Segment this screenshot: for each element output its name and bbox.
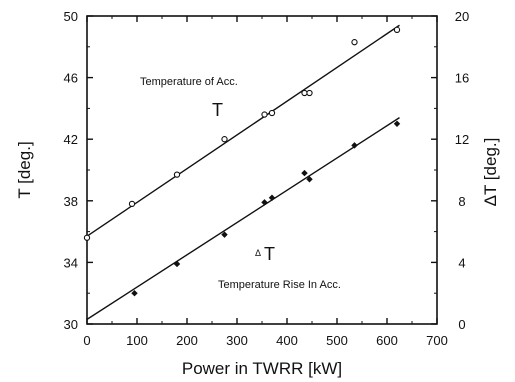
data-point-diamond [306, 176, 313, 183]
data-point-diamond [131, 289, 138, 297]
axis-ticks: 0 100 200 300 400 500 600 700303438424650048121… [64, 9, 470, 348]
annotation-temperature-title: Temperature of Acc. [140, 76, 238, 88]
y2-tick-label: 12 [455, 132, 469, 147]
y2-tick-label: 16 [455, 71, 469, 86]
data-point-diamond [261, 199, 268, 206]
x-tick-label: 100 [126, 333, 148, 348]
x-tick-label: 600 [376, 333, 398, 348]
y2-tick-label: 4 [458, 255, 465, 270]
x-axis-label: Power in TWRR [kW] [182, 359, 342, 378]
data-point-circle [306, 89, 313, 97]
y2-tick-label: 8 [458, 194, 465, 209]
data-points [83, 26, 401, 297]
fit-line-series-2 [86, 117, 400, 320]
x-tick-label: 200 [176, 333, 198, 348]
fit-lines [86, 24, 400, 320]
data-point-circle [351, 39, 358, 46]
y-tick-label: 50 [64, 9, 78, 24]
data-point-circle [301, 89, 308, 97]
y-tick-label: 38 [64, 194, 78, 209]
data-point-circle [268, 109, 276, 117]
annotation-rise-symbol: T [264, 244, 275, 264]
annotation-rise-title: Temperature Rise In Acc. [218, 279, 341, 291]
y2-tick-label: 20 [455, 9, 469, 24]
x-tick-label: 500 [326, 333, 348, 348]
data-point-circle [128, 200, 136, 208]
data-point-diamond [393, 120, 401, 128]
data-point-diamond [173, 260, 181, 268]
data-point-diamond [301, 169, 308, 177]
x-tick-label: 400 [276, 333, 298, 348]
data-point-circle [83, 234, 91, 241]
y-axis-label: T [deg.] [15, 141, 34, 198]
data-point-diamond [268, 194, 276, 201]
data-point-diamond [221, 231, 228, 238]
data-point-circle [393, 26, 401, 34]
data-point-diamond [351, 142, 358, 149]
x-tick-label: 0 [83, 333, 90, 348]
annotation-rise-delta: Δ [255, 248, 261, 258]
y-tick-label: 34 [64, 255, 78, 270]
y-tick-label: 46 [64, 71, 78, 86]
fit-line-series-1 [86, 24, 400, 237]
y-tick-label: 30 [64, 317, 78, 332]
y2-tick-label: 0 [458, 317, 465, 332]
y2-axis-label: ΔT [deg.] [481, 138, 500, 207]
data-point-circle [261, 111, 268, 118]
annotation-temperature-symbol: T [212, 100, 223, 120]
y-tick-label: 42 [64, 132, 78, 147]
x-tick-label: 700 [426, 333, 448, 348]
data-point-circle [221, 136, 228, 143]
x-tick-label: 300 [226, 333, 248, 348]
data-point-circle [173, 171, 181, 178]
plot-frame [86, 15, 438, 325]
